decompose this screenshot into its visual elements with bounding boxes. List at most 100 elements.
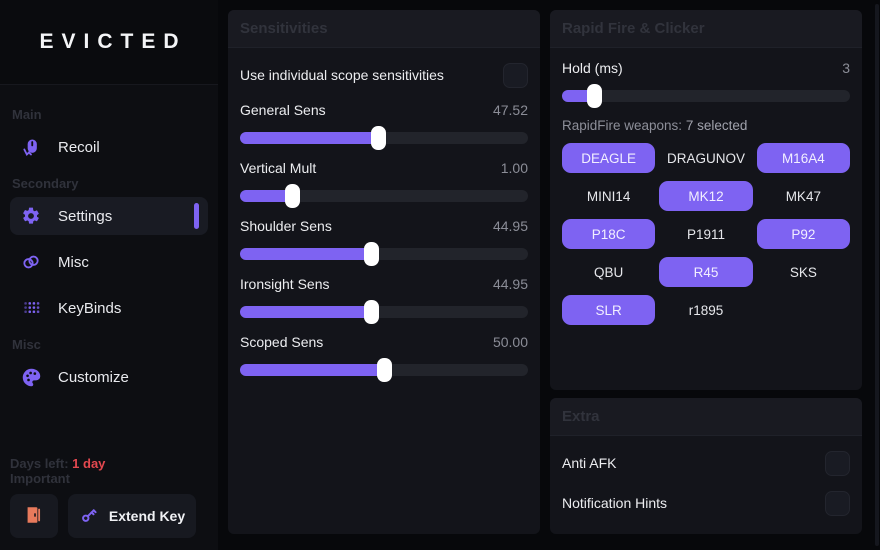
slider-thumb[interactable] (377, 358, 392, 382)
scope-sens-checkbox[interactable] (503, 62, 528, 88)
slider-value: 3 (842, 60, 850, 76)
weapon-mk12[interactable]: MK12 (659, 181, 753, 211)
sidebar-item-misc[interactable]: Misc (10, 243, 208, 281)
sidebar-item-label: KeyBinds (58, 299, 122, 317)
rapidfire-panel: Rapid Fire & Clicker Hold (ms) 3 RapidFi… (550, 10, 862, 390)
sidebar-nav: Main Recoil Secondary Settings (0, 85, 218, 396)
slider-value: 1.00 (500, 160, 528, 176)
weapon-r1895[interactable]: r1895 (688, 302, 724, 318)
slider-value: 50.00 (492, 334, 528, 350)
slider-thumb[interactable] (371, 126, 387, 150)
slider-scoped-sens: Scoped Sens 50.00 (240, 332, 528, 382)
extra-panel: Extra Anti AFK Notification Hints (550, 398, 862, 534)
slider-fill (240, 300, 380, 324)
rings-icon (20, 251, 42, 273)
sensitivities-panel: Sensitivities Use individual scope sensi… (228, 10, 540, 534)
active-indicator (194, 203, 199, 229)
gear-icon (20, 205, 42, 227)
slider-value: 47.52 (492, 102, 528, 118)
slider-value: 44.95 (492, 276, 528, 292)
footer-buttons: Extend Key (10, 494, 208, 538)
slider-label: Scoped Sens (240, 334, 324, 350)
sensitivities-header: Sensitivities (228, 10, 540, 48)
door-icon (23, 504, 45, 529)
slider-track[interactable] (240, 300, 528, 324)
rapidfire-header: Rapid Fire & Clicker (550, 10, 862, 48)
slider-value: 44.95 (492, 218, 528, 234)
weapon-dragunov[interactable]: DRAGUNOV (666, 150, 745, 166)
weapon-p92[interactable]: P92 (756, 219, 850, 249)
slider-general-sens: General Sens 47.52 (240, 100, 528, 150)
slider-thumb[interactable] (364, 300, 380, 324)
sidebar-footer: Days left: 1 day Important (10, 456, 208, 538)
app-title: EVICTED (39, 30, 187, 53)
sidebar-item-label: Misc (58, 253, 89, 271)
sidebar-item-recoil[interactable]: Recoil (10, 128, 208, 166)
notification-hints-checkbox[interactable] (825, 490, 850, 516)
slider-fill (240, 358, 392, 382)
scope-sens-toggle-label: Use individual scope sensitivities (240, 67, 444, 83)
days-left-value: 1 day (72, 456, 106, 471)
slider-thumb[interactable] (284, 184, 300, 208)
slider-vertical-mult: Vertical Mult 1.00 (240, 158, 528, 208)
weapons-caption-count: 7 selected (685, 118, 748, 133)
weapon-p1911[interactable]: P1911 (686, 226, 726, 242)
extend-key-label: Extend Key (108, 508, 186, 524)
weapon-qbu[interactable]: QBU (594, 264, 624, 280)
weapon-mk47[interactable]: MK47 (785, 188, 821, 204)
section-label-main: Main (12, 107, 42, 122)
sidebar-item-settings[interactable]: Settings (10, 197, 208, 235)
weapon-grid: DEAGLE DRAGUNOV M16A4 MINI14 MK12 MK47 P… (562, 143, 850, 325)
weapon-p18c[interactable]: P18C (562, 219, 656, 249)
weapon-deagle[interactable]: DEAGLE (562, 143, 656, 173)
slider-label: General Sens (240, 102, 326, 118)
anti-afk-checkbox[interactable] (825, 450, 850, 476)
scrollbar[interactable] (875, 4, 879, 546)
weapon-slr[interactable]: SLR (562, 295, 656, 325)
key-icon (79, 505, 99, 528)
slider-fill (240, 126, 387, 150)
slider-fill (240, 184, 300, 208)
sidebar-item-label: Settings (58, 207, 113, 225)
logo-area: EVICTED (0, 0, 218, 85)
sidebar: EVICTED Main Recoil Secondary Settings (0, 0, 218, 550)
scope-sens-toggle-row: Use individual scope sensitivities (240, 58, 528, 92)
extra-header: Extra (550, 398, 862, 436)
days-left-line: Days left: 1 day (10, 456, 208, 471)
exit-button[interactable] (10, 494, 58, 538)
slider-fill (562, 84, 602, 108)
weapon-mini14[interactable]: MINI14 (586, 188, 631, 204)
slider-track[interactable] (240, 358, 528, 382)
sidebar-item-label: Customize (58, 368, 129, 386)
sidebar-item-customize[interactable]: Customize (10, 358, 208, 396)
slider-hold-ms: Hold (ms) 3 (562, 58, 850, 108)
weapon-sks[interactable]: SKS (789, 264, 817, 280)
weapons-caption: RapidFire weapons: 7 selected (562, 118, 850, 133)
slider-label: Vertical Mult (240, 160, 317, 176)
notification-hints-label: Notification Hints (562, 495, 668, 511)
section-label-misc: Misc (12, 337, 41, 352)
days-left-label: Days left: (10, 456, 69, 471)
slider-thumb[interactable] (586, 84, 602, 108)
extend-key-button[interactable]: Extend Key (68, 494, 196, 538)
weapons-caption-label: RapidFire weapons: (562, 118, 683, 133)
slider-label: Ironsight Sens (240, 276, 330, 292)
sidebar-item-label: Recoil (58, 138, 100, 156)
palette-icon (20, 366, 42, 388)
important-label: Important (10, 471, 70, 486)
section-label-secondary: Secondary (12, 176, 79, 191)
slider-track[interactable] (240, 242, 528, 266)
slider-thumb[interactable] (364, 242, 380, 266)
sidebar-item-keybinds[interactable]: KeyBinds (10, 289, 208, 327)
weapon-r45[interactable]: R45 (659, 257, 753, 287)
slider-shoulder-sens: Shoulder Sens 44.95 (240, 216, 528, 266)
slider-label: Shoulder Sens (240, 218, 332, 234)
slider-track[interactable] (240, 126, 528, 150)
keypad-icon (20, 297, 42, 319)
slider-label: Hold (ms) (562, 60, 623, 76)
weapon-m16a4[interactable]: M16A4 (756, 143, 850, 173)
slider-track[interactable] (562, 84, 850, 108)
slider-track[interactable] (240, 184, 528, 208)
slider-fill (240, 242, 380, 266)
anti-afk-label: Anti AFK (562, 455, 617, 471)
